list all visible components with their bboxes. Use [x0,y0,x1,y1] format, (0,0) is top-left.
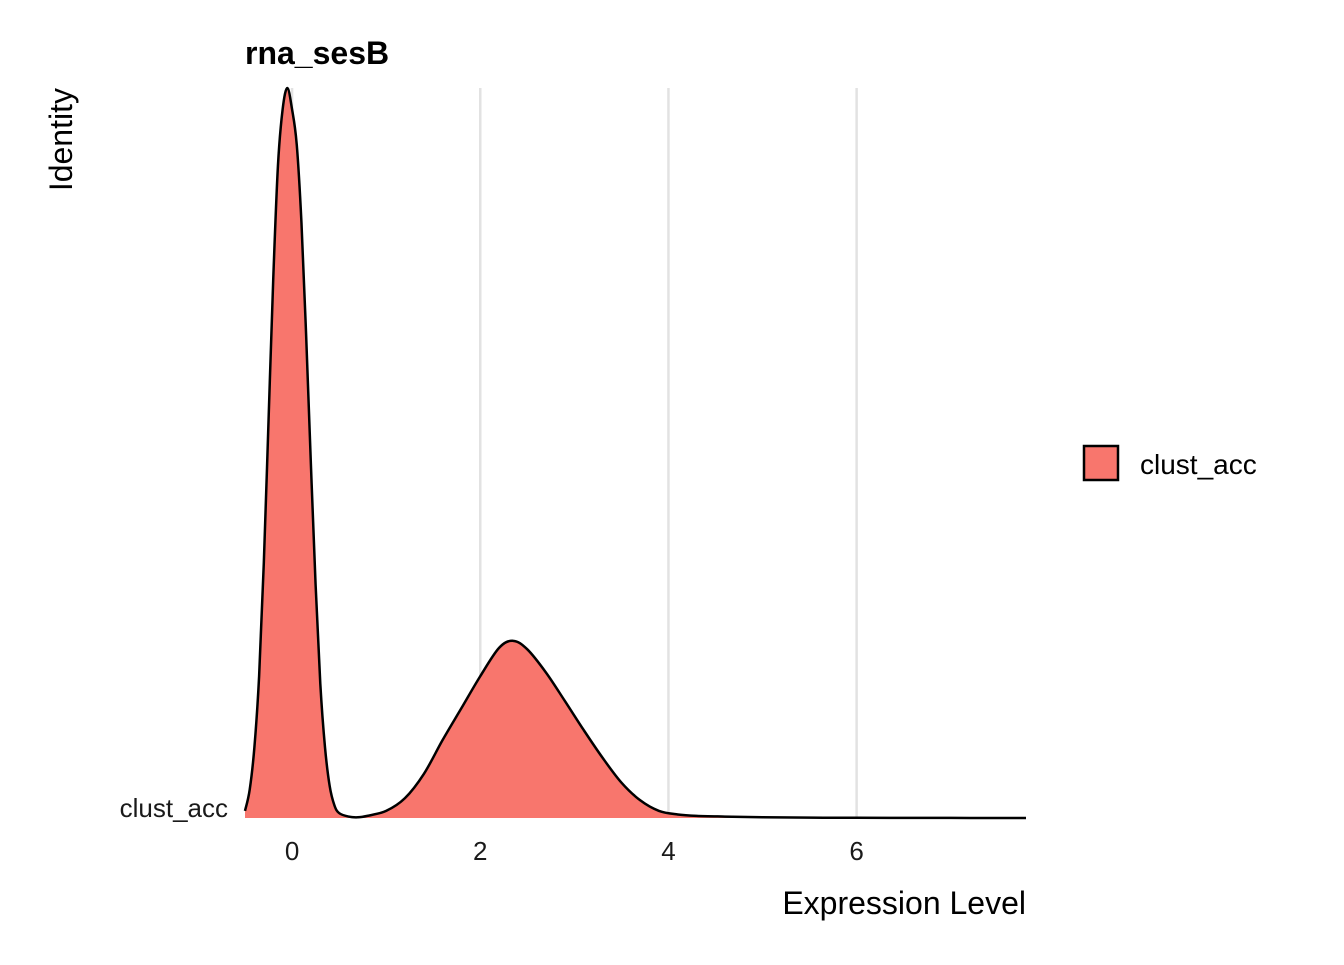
legend-label: clust_acc [1140,449,1257,480]
chart-title: rna_sesB [245,35,389,71]
density-area-clust-acc [245,88,1026,818]
x-tick-label-1: 2 [473,836,487,866]
y-tick-label-0: clust_acc [120,793,228,823]
y-axis-title: Identity [43,88,79,191]
x-tick-label-3: 6 [849,836,863,866]
y-axis-ticks: clust_acc [120,793,228,823]
x-tick-label-2: 4 [661,836,675,866]
legend: clust_acc [1082,444,1257,482]
density-outline-clust-acc [243,86,1027,820]
x-axis-ticks: 0 2 4 6 [285,836,864,866]
density-layer [243,86,1027,820]
grid-layer [290,88,858,818]
x-tick-label-0: 0 [285,836,299,866]
legend-swatch [1082,444,1120,482]
x-axis-title: Expression Level [782,885,1026,921]
